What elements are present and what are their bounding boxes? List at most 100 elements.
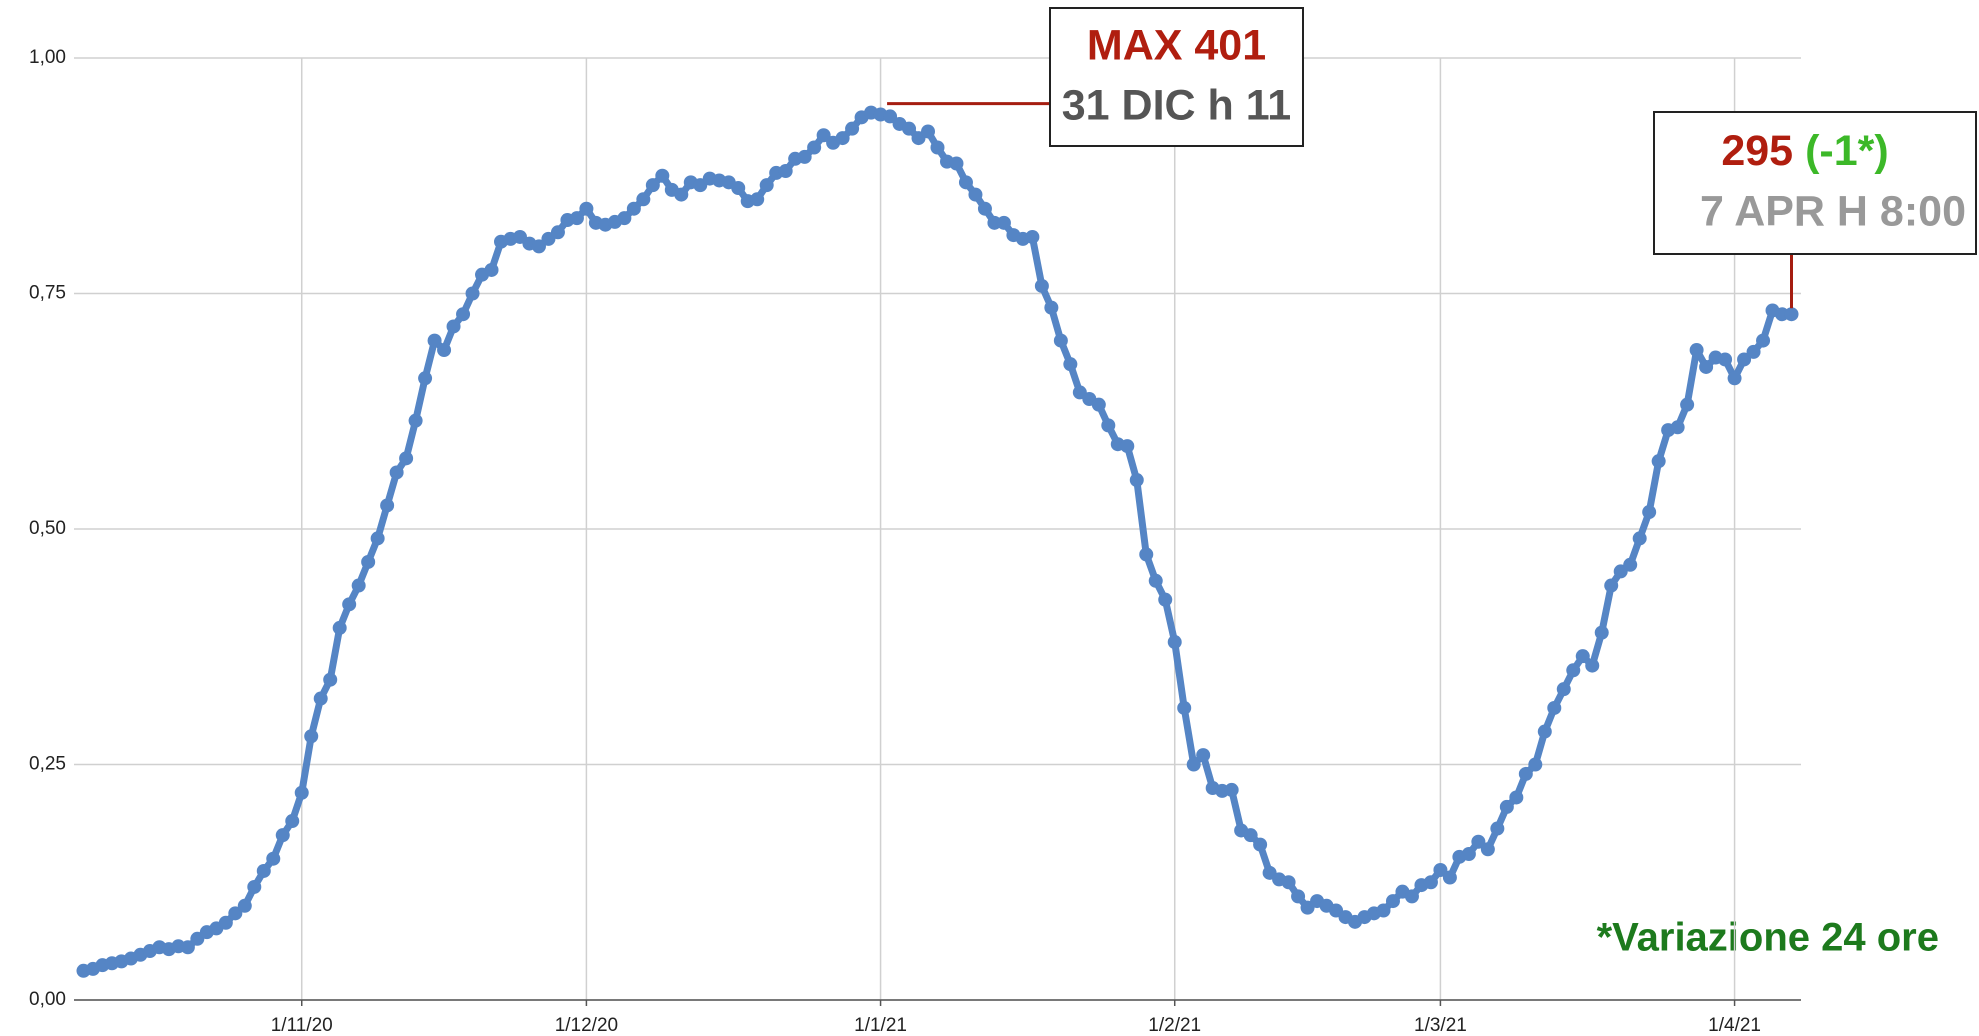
data-point: [1139, 547, 1154, 562]
data-point: [1385, 894, 1400, 909]
data-point: [1120, 439, 1135, 454]
annotation-title: MAX 401: [1087, 21, 1266, 69]
data-point: [1727, 371, 1742, 386]
data-point: [1148, 573, 1163, 588]
data-point: [1651, 454, 1666, 469]
data-point: [1632, 531, 1647, 546]
data-point: [550, 225, 565, 240]
data-point: [1509, 790, 1524, 805]
data-point: [1442, 870, 1457, 885]
data-point: [1490, 821, 1505, 836]
data-point: [456, 307, 471, 322]
data-point: [361, 554, 376, 569]
data-point: [1518, 766, 1533, 781]
data-point: [323, 672, 338, 687]
data-point: [408, 413, 423, 428]
data-point: [636, 192, 651, 207]
data-point: [1044, 300, 1059, 315]
data-point: [996, 215, 1011, 230]
data-point: [797, 149, 812, 164]
data-point: [1461, 846, 1476, 861]
data-point: [1746, 344, 1761, 359]
data-point: [1253, 837, 1268, 852]
data-point: [977, 201, 992, 216]
annotation-title: 295 (-1*): [1721, 127, 1888, 175]
data-point: [1556, 682, 1571, 697]
footnote: *Variazione 24 ore: [1597, 916, 1939, 960]
data-point: [1167, 635, 1182, 650]
data-point: [816, 128, 831, 143]
data-point: [1177, 700, 1192, 715]
x-tick-label: 1/2/21: [1148, 1015, 1201, 1036]
data-point: [380, 498, 395, 513]
data-point: [1281, 875, 1296, 890]
data-line: [82, 109, 1792, 975]
data-point: [1499, 799, 1514, 814]
data-point: [1623, 557, 1638, 572]
data-point: [778, 164, 793, 179]
data-point: [418, 371, 433, 386]
annotation-change: (-1*): [1805, 127, 1889, 175]
data-point: [1243, 828, 1258, 843]
data-point: [1053, 333, 1068, 348]
x-tick-label: 1/3/21: [1414, 1015, 1467, 1036]
annotation-subtitle: 31 DIC h 11: [1062, 81, 1291, 129]
data-point: [399, 451, 414, 466]
data-point: [1642, 505, 1657, 520]
data-point: [759, 178, 774, 193]
data-point: [1547, 700, 1562, 715]
data-point: [1376, 903, 1391, 918]
y-tick-label: 0,50: [29, 518, 66, 539]
data-point: [835, 131, 850, 146]
annotation-box: [1049, 7, 1304, 147]
data-point: [1528, 757, 1543, 772]
y-tick-label: 0,25: [29, 754, 66, 775]
data-point: [1101, 418, 1116, 433]
data-point: [1537, 724, 1552, 739]
annotation-box: [1653, 111, 1977, 255]
data-point: [1594, 625, 1609, 640]
y-tick-label: 0,75: [29, 283, 66, 304]
data-point: [883, 109, 898, 124]
data-point: [1585, 658, 1600, 673]
data-point: [1604, 578, 1619, 593]
data-point: [579, 201, 594, 216]
y-tick-label: 1,00: [29, 47, 66, 68]
data-point: [902, 121, 917, 136]
annotation-value: 295: [1721, 127, 1793, 175]
data-point: [218, 915, 233, 930]
data-point: [1680, 397, 1695, 412]
data-point: [342, 597, 357, 612]
data-point: [247, 879, 262, 894]
data-point: [180, 940, 195, 955]
data-point: [1756, 333, 1771, 348]
data-point: [531, 239, 546, 254]
data-point: [285, 814, 300, 829]
data-point: [1158, 592, 1173, 607]
data-point: [228, 906, 243, 921]
data-point: [1480, 842, 1495, 857]
data-point: [968, 187, 983, 202]
data-point: [617, 211, 632, 226]
data-point: [949, 156, 964, 171]
annotation-subtitle: 7 APR H 8:00: [1700, 187, 1966, 235]
data-point: [266, 851, 281, 866]
x-tick-label: 1/12/20: [555, 1015, 618, 1036]
data-point: [731, 180, 746, 195]
data-point: [275, 828, 290, 843]
data-point: [1670, 420, 1685, 435]
data-point: [930, 140, 945, 155]
data-point: [626, 201, 641, 216]
data-point: [1737, 352, 1752, 367]
data-point: [1718, 352, 1733, 367]
data-point: [1566, 663, 1581, 678]
x-tick-label: 1/11/20: [271, 1015, 333, 1036]
data-point: [655, 168, 670, 183]
data-point: [1025, 229, 1040, 244]
data-point: [370, 531, 385, 546]
data-point: [313, 691, 328, 706]
data-point: [1034, 278, 1049, 293]
data-point: [294, 785, 309, 800]
